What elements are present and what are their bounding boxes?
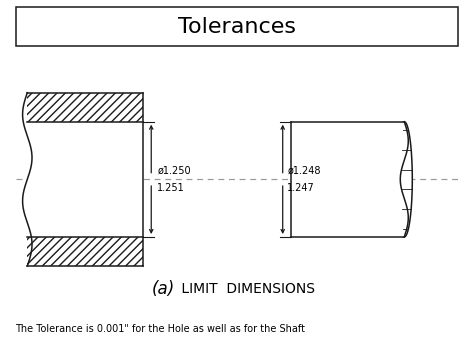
Bar: [27, 93, 143, 122]
Text: The Tolerance is 0.001" for the Hole as well as for the Shaft: The Tolerance is 0.001" for the Hole as …: [16, 324, 306, 334]
Text: (a): (a): [152, 280, 175, 298]
Text: 1.247: 1.247: [287, 183, 315, 193]
Text: ø1.248: ø1.248: [287, 166, 321, 176]
Bar: [27, 237, 143, 266]
Text: ø1.250: ø1.250: [157, 166, 191, 176]
Text: Tolerances: Tolerances: [178, 17, 296, 37]
Polygon shape: [404, 122, 412, 237]
Text: LIMIT  DIMENSIONS: LIMIT DIMENSIONS: [177, 282, 315, 296]
Bar: [16, 7, 458, 46]
Bar: [27, 93, 143, 266]
Bar: [291, 122, 404, 237]
Text: 1.251: 1.251: [157, 183, 185, 193]
